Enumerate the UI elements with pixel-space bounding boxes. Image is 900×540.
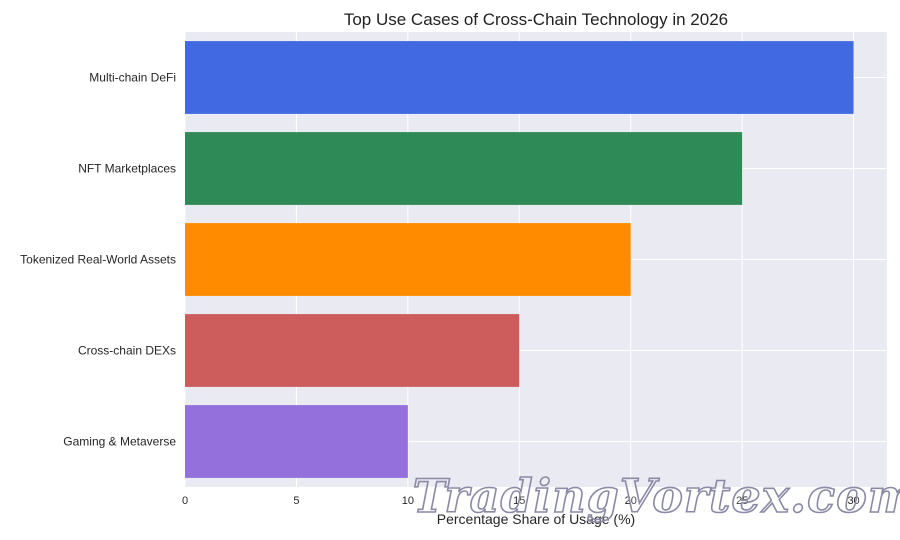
bar-cross-chain-dexs — [185, 314, 520, 387]
x-tick-label: 15 — [513, 495, 525, 507]
bar-gaming-metaverse — [185, 405, 408, 478]
bar-tokenized-real-world-assets — [185, 223, 631, 296]
watermark-logo: TradingVortex.com — [413, 469, 900, 523]
bars — [185, 41, 854, 478]
y-tick-label: Tokenized Real-World Assets — [20, 253, 176, 267]
y-tick-label: Multi-chain DeFi — [89, 71, 176, 85]
x-tick-label: 30 — [847, 495, 859, 507]
x-tick-label: 0 — [182, 495, 188, 507]
x-tick-label: 25 — [736, 495, 748, 507]
y-axis-labels: Multi-chain DeFi NFT Marketplaces Tokenize… — [20, 71, 176, 449]
bar-nft-marketplaces — [185, 132, 743, 205]
x-axis-ticks: 0 5 10 15 20 25 30 — [182, 495, 860, 507]
bar-multi-chain-defi — [185, 41, 854, 114]
x-tick-label: 5 — [293, 495, 299, 507]
y-tick-label: NFT Marketplaces — [78, 162, 176, 176]
x-tick-label: 10 — [402, 495, 414, 507]
y-tick-label: Gaming & Metaverse — [63, 435, 176, 449]
x-axis-label: Percentage Share of Usage (%) — [437, 511, 635, 527]
x-tick-label: 20 — [625, 495, 637, 507]
chart-title: Top Use Cases of Cross-Chain Technology … — [344, 10, 728, 29]
y-tick-label: Cross-chain DEXs — [78, 344, 176, 358]
